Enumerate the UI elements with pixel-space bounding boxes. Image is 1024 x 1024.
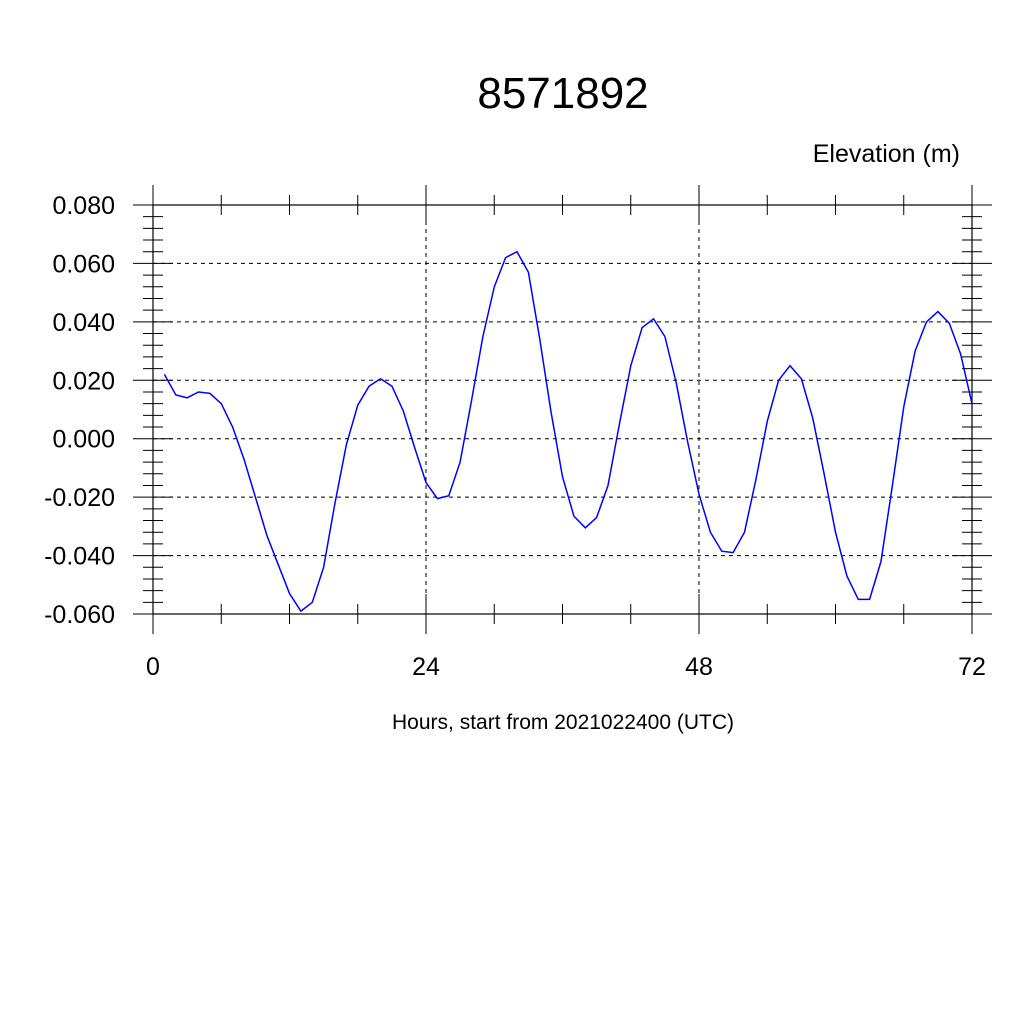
plot-frame (152, 204, 973, 615)
y-tick-label: 0.020 (52, 367, 115, 395)
x-tick-label: 0 (146, 653, 160, 681)
x-tick-labels: 0 24 48 72 (146, 653, 986, 681)
x-tick-label: 72 (958, 653, 986, 681)
y-tick-label: 0.060 (52, 250, 115, 278)
y-tick-label: -0.040 (44, 543, 115, 571)
chart-title: 8571892 (477, 69, 648, 118)
y-tick-label: 0.080 (52, 192, 115, 220)
series-line (163, 250, 973, 613)
y-tick-label: 0.040 (52, 309, 115, 337)
y-tick-labels: 0.080 0.060 0.040 0.020 0.000 -0.020 -0.040 -0.… (44, 192, 115, 629)
x-tick-label: 24 (412, 653, 440, 681)
y-axis-units-label: Elevation (m) (813, 140, 960, 168)
x-axis-label: Hours, start from 2021022400 (UTC) (392, 711, 734, 734)
x-tick-label: 48 (685, 653, 713, 681)
y-tick-label: -0.060 (44, 601, 115, 629)
series-layer (163, 250, 973, 613)
y-tick-label: -0.020 (44, 484, 115, 512)
y-tick-label: 0.000 (52, 426, 115, 454)
